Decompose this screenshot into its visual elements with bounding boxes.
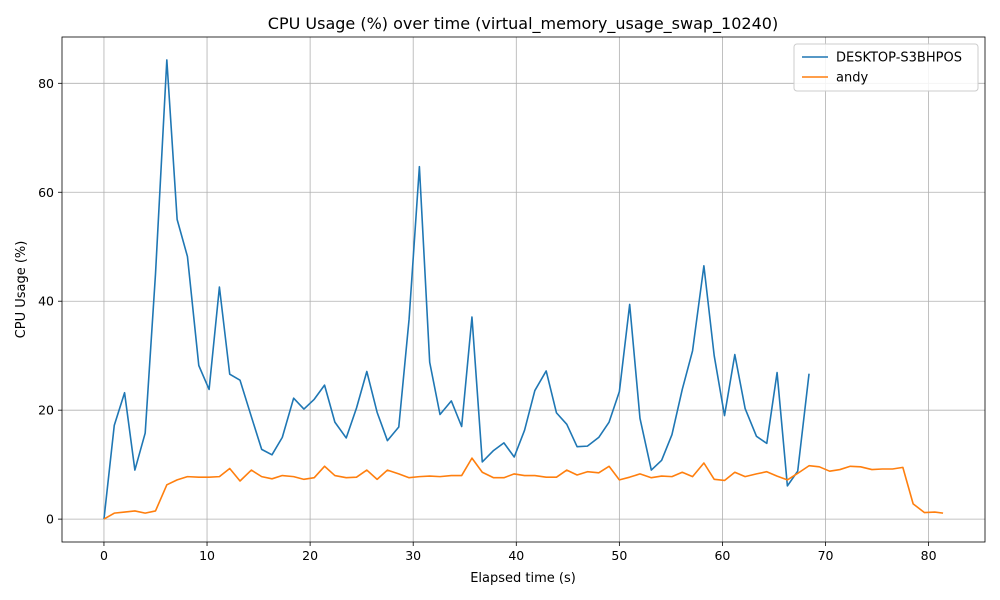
ticks-layer: 0 10 20 30 40 50 60 70 80 0 20 40 60 80 <box>38 76 937 563</box>
x-tick-label: 70 <box>818 548 834 563</box>
legend-label-0: DESKTOP-S3BHPOS <box>836 51 962 66</box>
x-tick-label: 60 <box>714 548 730 563</box>
y-tick-label: 20 <box>38 403 54 418</box>
x-tick-label: 80 <box>921 548 937 563</box>
plot-area-frame <box>61 36 986 543</box>
y-tick-label: 40 <box>38 294 54 309</box>
legend-box <box>793 43 979 92</box>
grid-layer <box>62 37 985 542</box>
x-tick-label: 50 <box>611 548 627 563</box>
x-tick-label: 40 <box>508 548 524 563</box>
y-tick-label: 80 <box>38 76 54 91</box>
legend-label-1: andy <box>836 71 868 86</box>
series-layer <box>103 59 944 520</box>
x-tick-label: 10 <box>199 548 215 563</box>
series-line-0 <box>103 59 810 520</box>
x-axis-label: Elapsed time (s) <box>470 571 576 586</box>
chart-title: CPU Usage (%) over time (virtual_memory_… <box>268 14 778 34</box>
x-tick-label: 20 <box>302 548 318 563</box>
x-tick-label: 30 <box>405 548 421 563</box>
x-tick-label: 0 <box>100 548 108 563</box>
series-line-1 <box>103 457 944 520</box>
y-axis-label: CPU Usage (%) <box>14 241 29 339</box>
legend: DESKTOP-S3BHPOS andy <box>793 43 979 92</box>
y-tick-label: 60 <box>38 185 54 200</box>
y-tick-label: 0 <box>46 512 54 527</box>
